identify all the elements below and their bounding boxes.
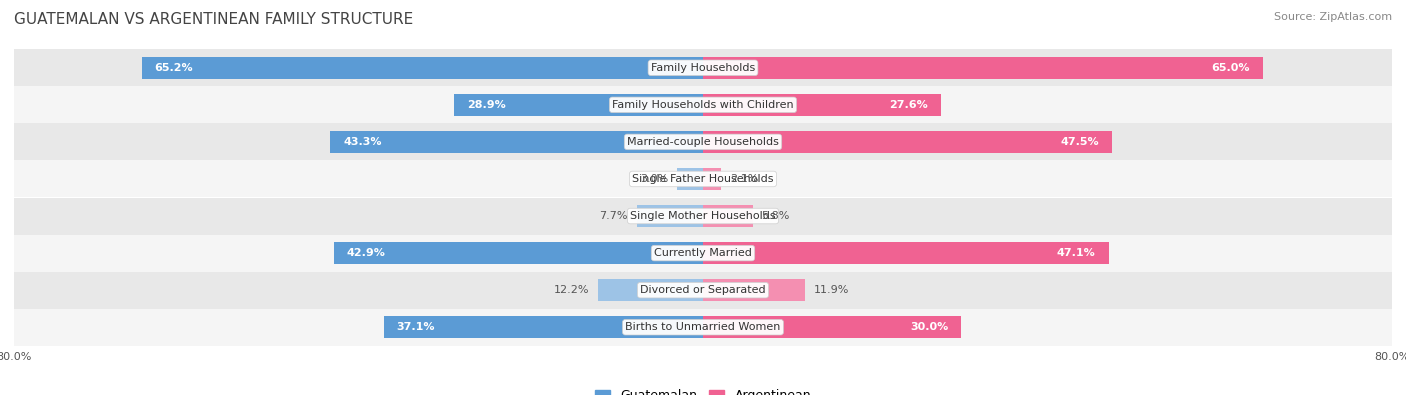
Bar [637, 205, 703, 227]
Text: 30.0%: 30.0% [910, 322, 949, 332]
Text: Family Households with Children: Family Households with Children [612, 100, 794, 110]
Text: Currently Married: Currently Married [654, 248, 752, 258]
Text: Family Households: Family Households [651, 63, 755, 73]
Bar [14, 87, 1392, 123]
Bar [454, 94, 703, 116]
Text: Births to Unmarried Women: Births to Unmarried Women [626, 322, 780, 332]
Text: 2.1%: 2.1% [730, 174, 758, 184]
Bar [678, 168, 703, 190]
Bar [703, 242, 1108, 264]
Bar [14, 49, 1392, 87]
Text: 28.9%: 28.9% [467, 100, 506, 110]
Text: 37.1%: 37.1% [396, 322, 434, 332]
Text: 5.8%: 5.8% [762, 211, 790, 221]
Bar [14, 123, 1392, 160]
Bar [333, 242, 703, 264]
Bar [703, 56, 1263, 79]
Bar [384, 316, 703, 339]
Text: Divorced or Separated: Divorced or Separated [640, 285, 766, 295]
Bar [703, 205, 754, 227]
Text: Single Father Households: Single Father Households [633, 174, 773, 184]
Text: 12.2%: 12.2% [554, 285, 589, 295]
Text: 42.9%: 42.9% [346, 248, 385, 258]
Bar [14, 235, 1392, 272]
Bar [14, 272, 1392, 308]
Bar [598, 279, 703, 301]
Text: GUATEMALAN VS ARGENTINEAN FAMILY STRUCTURE: GUATEMALAN VS ARGENTINEAN FAMILY STRUCTU… [14, 12, 413, 27]
Text: 7.7%: 7.7% [599, 211, 628, 221]
Text: Single Mother Households: Single Mother Households [630, 211, 776, 221]
Bar [703, 168, 721, 190]
Bar [142, 56, 703, 79]
Bar [703, 131, 1112, 153]
Bar [703, 279, 806, 301]
Text: 65.2%: 65.2% [155, 63, 193, 73]
Bar [14, 160, 1392, 198]
Bar [14, 198, 1392, 235]
Text: 11.9%: 11.9% [814, 285, 849, 295]
Text: Married-couple Households: Married-couple Households [627, 137, 779, 147]
Bar [330, 131, 703, 153]
Bar [703, 316, 962, 339]
Text: 65.0%: 65.0% [1212, 63, 1250, 73]
Text: 3.0%: 3.0% [640, 174, 669, 184]
Text: 43.3%: 43.3% [343, 137, 381, 147]
Legend: Guatemalan, Argentinean: Guatemalan, Argentinean [591, 384, 815, 395]
Bar [14, 308, 1392, 346]
Text: 47.5%: 47.5% [1060, 137, 1099, 147]
Text: 27.6%: 27.6% [889, 100, 928, 110]
Text: Source: ZipAtlas.com: Source: ZipAtlas.com [1274, 12, 1392, 22]
Text: 47.1%: 47.1% [1057, 248, 1095, 258]
Bar [703, 94, 941, 116]
